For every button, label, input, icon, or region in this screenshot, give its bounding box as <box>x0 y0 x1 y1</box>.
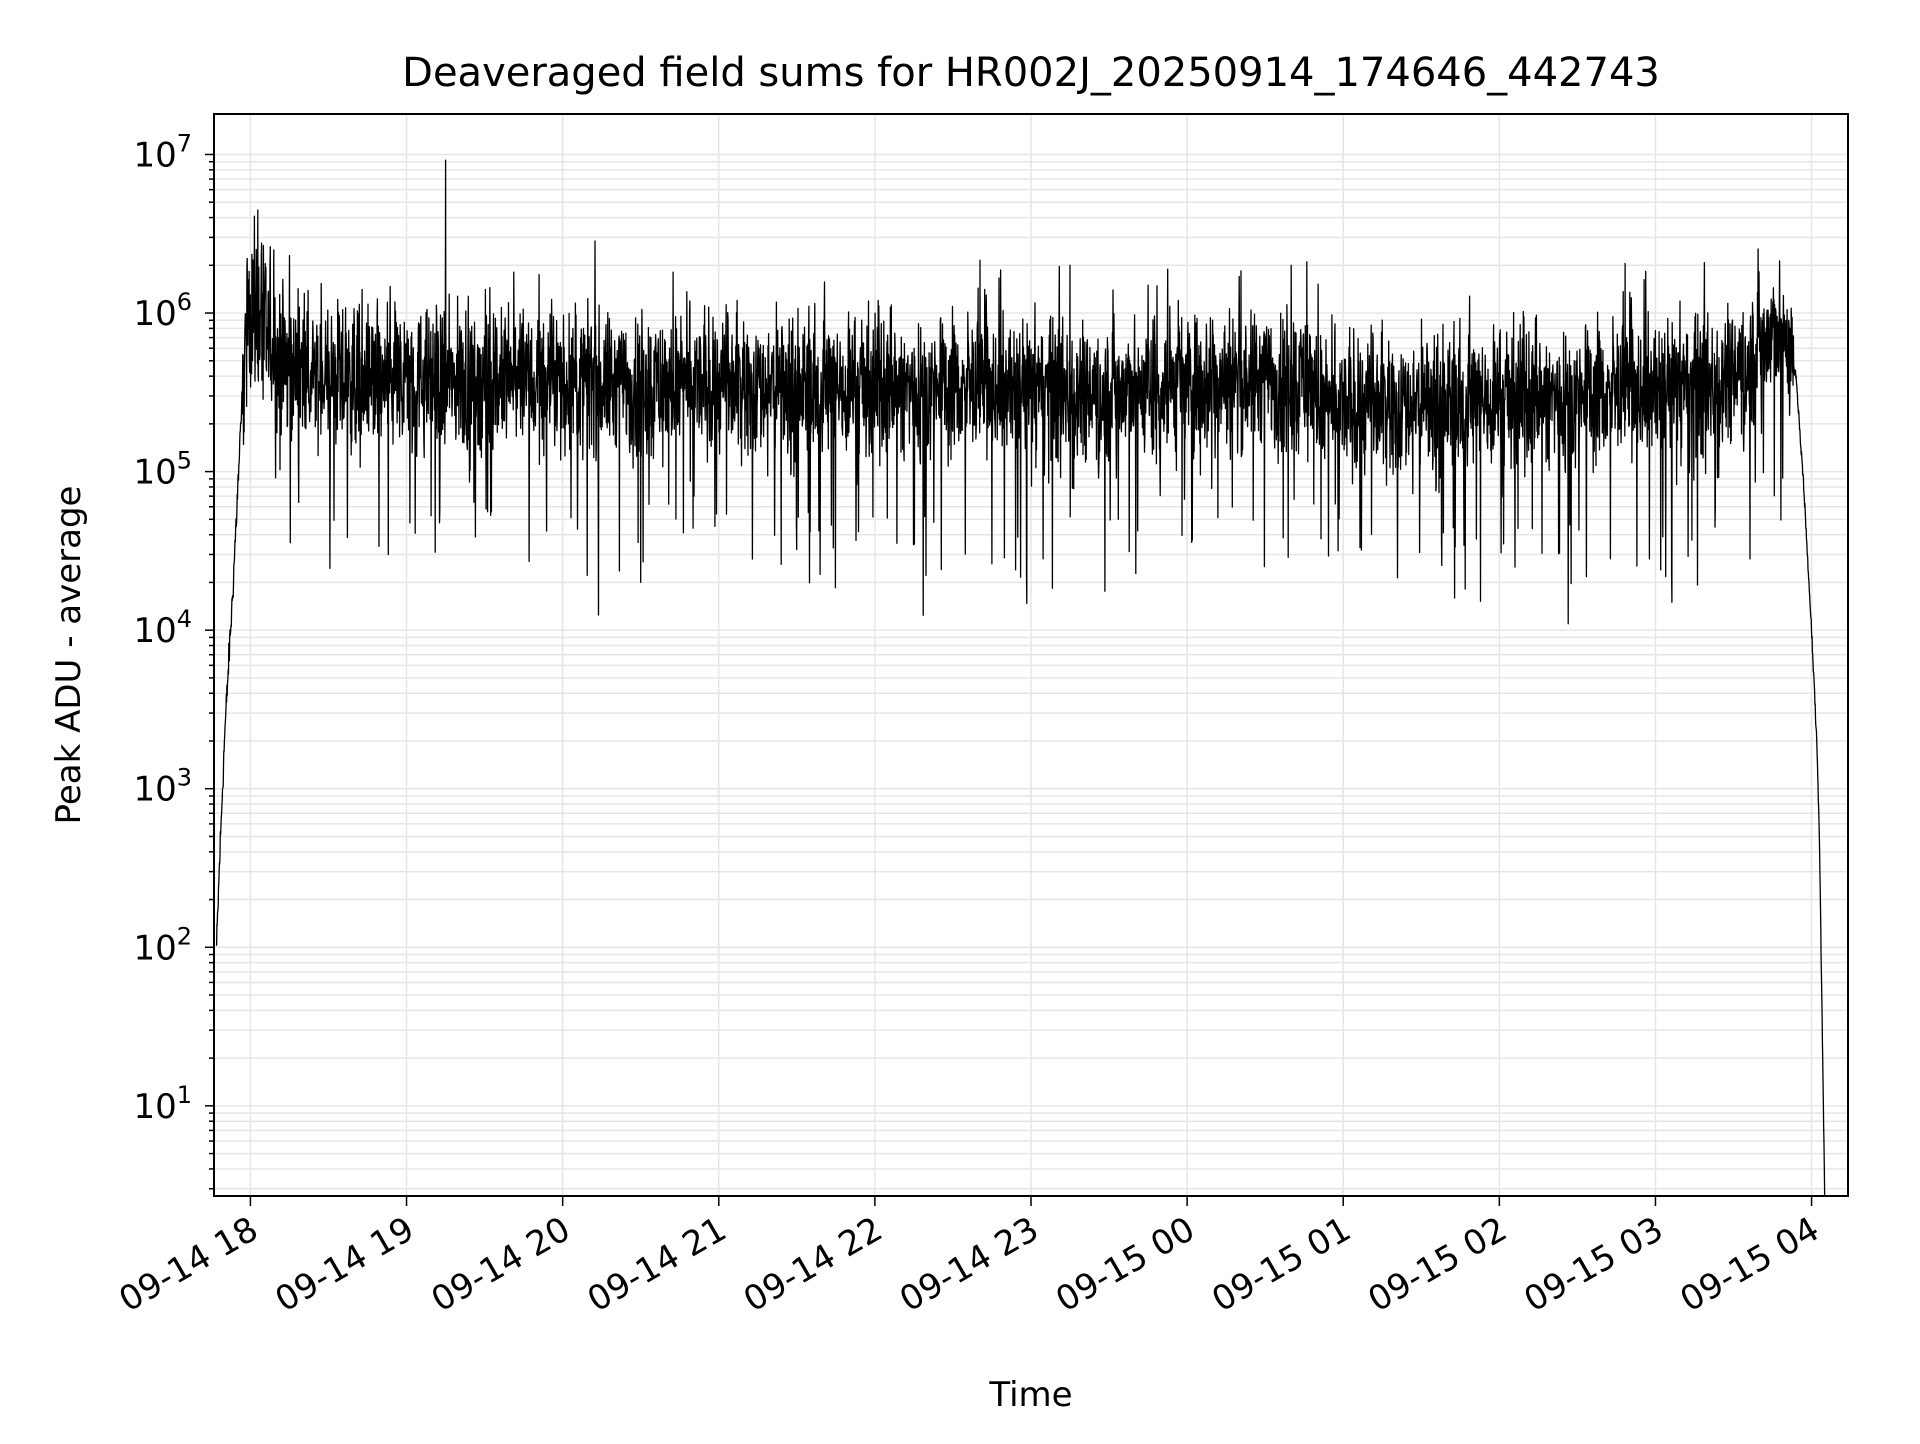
series-line <box>215 159 1826 1196</box>
grid <box>214 114 1848 1196</box>
y-axis: 101 102 103 104 105 106 107 <box>133 129 214 1190</box>
y-tick-label: 105 <box>133 447 192 493</box>
y-axis-label: Peak ADU - average <box>49 486 89 825</box>
y-tick-label: 101 <box>133 1081 192 1127</box>
x-axis-label: Time <box>988 1375 1072 1415</box>
y-tick-label: 106 <box>133 288 192 334</box>
y-tick-label: 107 <box>133 129 192 175</box>
chart-title: Deaveraged field sums for HR002J_2025091… <box>402 50 1660 96</box>
y-tick-label: 104 <box>133 605 192 651</box>
plot-area <box>215 159 1826 1196</box>
y-tick-label: 103 <box>133 764 192 810</box>
y-tick-label: 102 <box>133 922 192 968</box>
